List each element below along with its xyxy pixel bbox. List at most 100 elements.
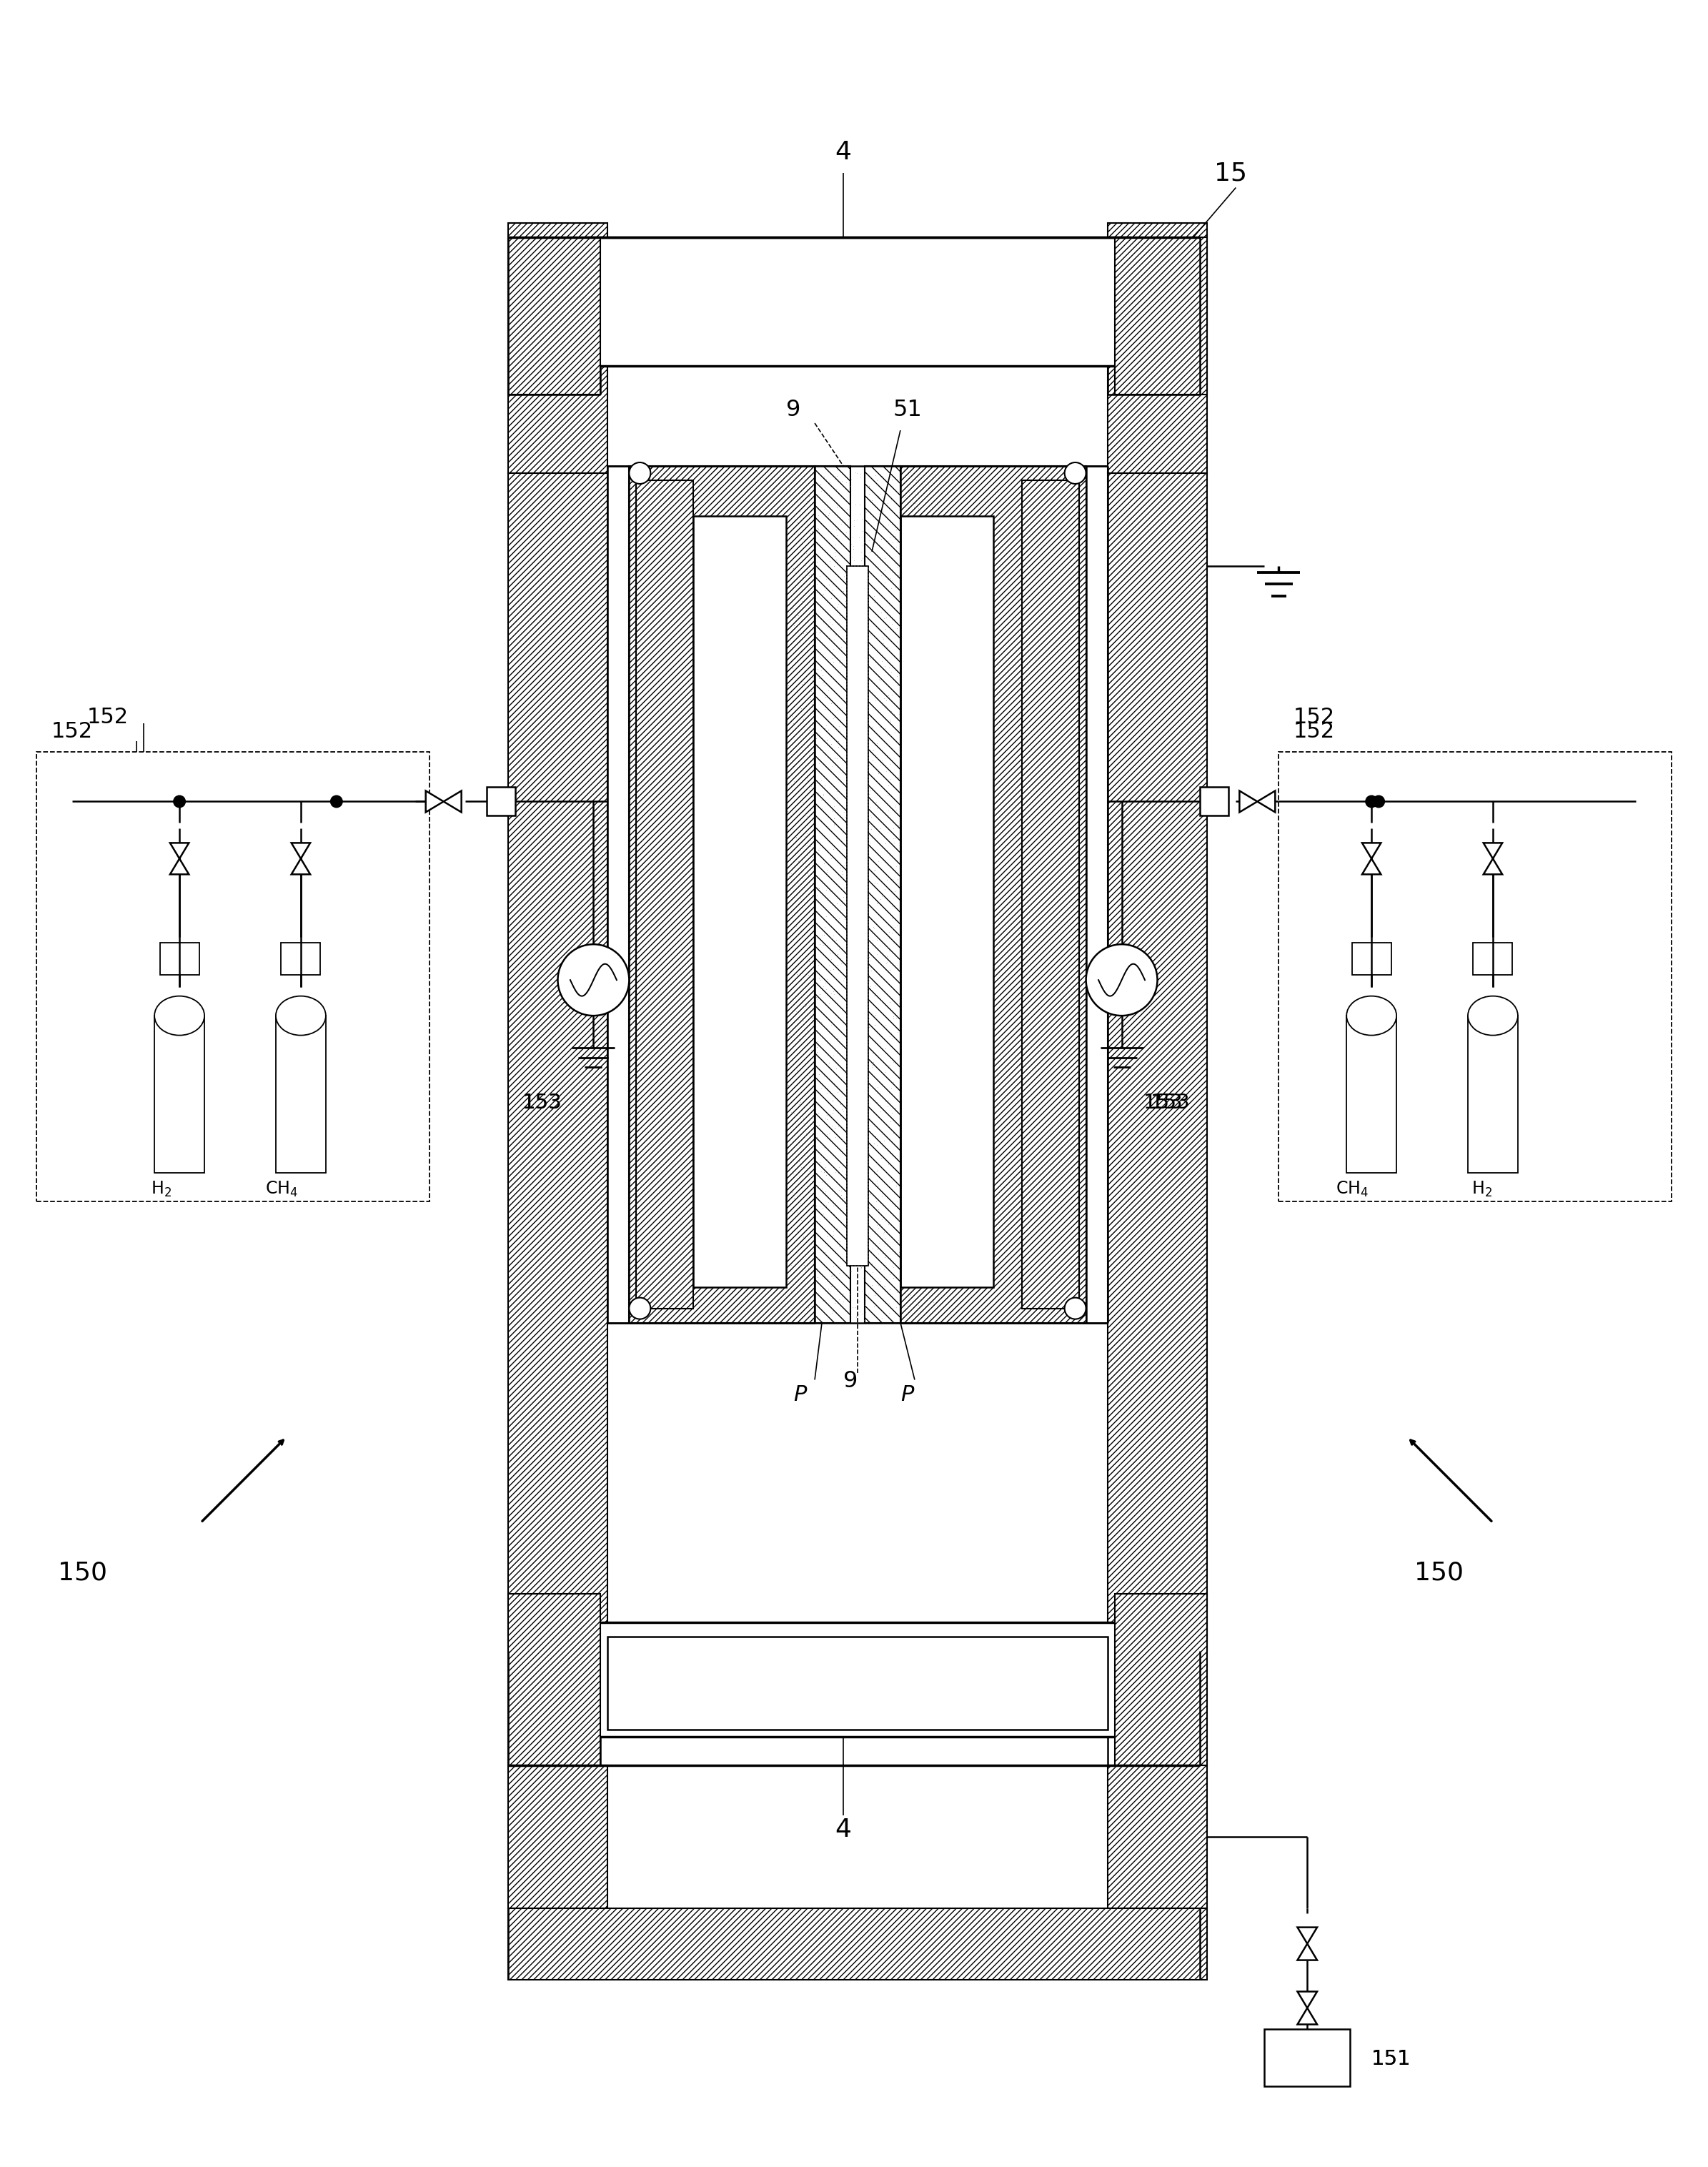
Bar — [864, 466, 900, 1322]
Point — [847, 457, 874, 492]
Point — [827, 888, 854, 923]
Point — [830, 1094, 857, 1129]
Point — [835, 1185, 863, 1220]
Point — [834, 1051, 861, 1086]
Point — [893, 763, 921, 797]
Point — [859, 923, 886, 958]
Point — [914, 663, 941, 698]
Point — [892, 596, 919, 631]
Point — [816, 1274, 844, 1309]
Point — [775, 451, 803, 485]
Point — [847, 689, 874, 724]
Point — [822, 1198, 849, 1233]
Point — [794, 730, 822, 765]
Point — [871, 1268, 898, 1302]
Point — [885, 808, 912, 843]
Point — [851, 782, 878, 817]
Point — [856, 1131, 883, 1166]
Point — [781, 932, 808, 966]
Point — [770, 496, 798, 531]
Point — [847, 945, 874, 979]
Point — [772, 843, 799, 878]
Text: 4: 4 — [835, 1818, 852, 1842]
Point — [851, 917, 878, 951]
Point — [909, 1276, 936, 1311]
Point — [900, 1244, 927, 1279]
Point — [769, 1153, 796, 1188]
Point — [878, 1164, 905, 1198]
Point — [904, 581, 931, 615]
Point — [842, 709, 869, 743]
Point — [810, 576, 837, 611]
Point — [839, 780, 866, 815]
Point — [815, 1185, 842, 1220]
Point — [851, 1062, 878, 1097]
Point — [861, 910, 888, 945]
Point — [917, 953, 945, 988]
Point — [839, 576, 866, 611]
Point — [839, 1118, 866, 1153]
Point — [779, 813, 806, 847]
Bar — [1474, 943, 1513, 975]
Point — [770, 732, 798, 767]
Point — [874, 914, 902, 949]
Point — [840, 962, 868, 997]
Bar — [36, 752, 429, 1201]
Point — [921, 932, 948, 966]
Point — [840, 845, 868, 880]
Point — [839, 540, 866, 574]
Point — [849, 568, 876, 602]
Point — [837, 1001, 864, 1036]
Point — [796, 930, 823, 964]
Point — [864, 1268, 892, 1302]
Point — [844, 1051, 871, 1086]
Point — [907, 696, 934, 730]
Point — [912, 659, 939, 693]
Point — [897, 1248, 924, 1283]
Point — [921, 869, 948, 904]
Point — [857, 953, 885, 988]
Point — [832, 1053, 859, 1088]
Point — [847, 459, 874, 494]
Point — [909, 919, 936, 953]
Point — [874, 815, 902, 849]
Point — [861, 1157, 888, 1192]
Point — [822, 1155, 849, 1190]
Text: 9: 9 — [844, 1370, 857, 1391]
Point — [849, 1274, 876, 1309]
Point — [803, 982, 830, 1016]
Point — [845, 689, 873, 724]
Point — [781, 763, 808, 797]
Point — [835, 986, 863, 1021]
Point — [871, 650, 898, 685]
Point — [856, 522, 883, 557]
Point — [919, 1018, 946, 1053]
Point — [892, 1086, 919, 1120]
Point — [799, 765, 827, 800]
Point — [769, 752, 796, 787]
Point — [798, 1289, 825, 1324]
Bar — [608, 1636, 1107, 1729]
Point — [922, 1220, 950, 1255]
Point — [786, 494, 813, 529]
Point — [787, 1203, 815, 1237]
Point — [842, 1070, 869, 1105]
Point — [876, 761, 904, 795]
Text: 153: 153 — [1149, 1092, 1190, 1114]
Point — [803, 1188, 830, 1222]
Point — [854, 678, 881, 713]
Point — [854, 1112, 881, 1146]
Point — [869, 1012, 897, 1047]
Point — [818, 693, 845, 728]
Point — [864, 867, 892, 901]
Point — [880, 1250, 907, 1285]
Point — [789, 1218, 816, 1253]
Point — [837, 832, 864, 867]
Point — [839, 735, 866, 769]
Point — [835, 880, 863, 914]
Point — [774, 1099, 801, 1133]
Point — [921, 685, 948, 719]
Point — [820, 1188, 847, 1222]
Point — [782, 537, 810, 572]
Point — [799, 1008, 827, 1042]
